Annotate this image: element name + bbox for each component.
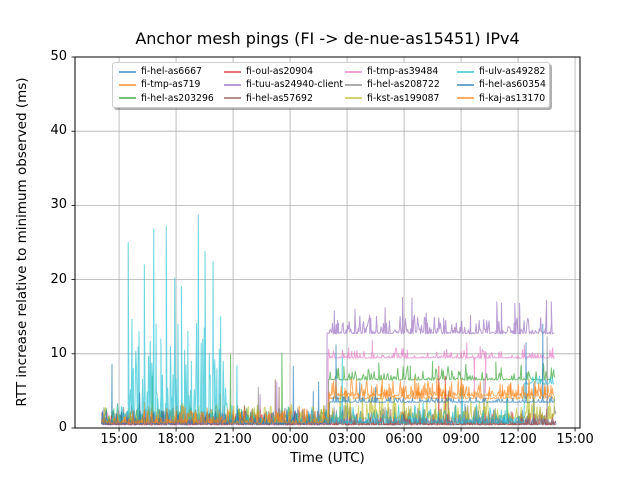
x-tick-label: 12:00: [499, 432, 537, 447]
legend-label: fi-hel-as208722: [367, 79, 440, 91]
legend-item: fi-hel-as208722: [345, 78, 457, 91]
series-line-fi-kst-as199087: [101, 393, 555, 424]
series-line-fi-kaj-as13170: [101, 377, 555, 424]
y-tick-label: 30: [50, 197, 67, 213]
legend-item: fi-kst-as199087: [345, 92, 457, 105]
legend-swatch-line: [119, 83, 136, 86]
legend-label: fi-tmp-as719: [141, 79, 201, 91]
chart-title: Anchor mesh pings (FI -> de-nue-as15451)…: [135, 29, 520, 48]
x-tick-label: 09:00: [442, 432, 480, 447]
legend-label: fi-tmp-as39484: [367, 66, 439, 78]
x-tick-label: 15:00: [556, 432, 594, 447]
x-tick-label: 03:00: [328, 432, 366, 447]
legend: fi-hel-as6667 fi-tmp-as719 fi-hel-as203296…: [112, 62, 550, 108]
legend-label: fi-hel-as6667: [141, 66, 202, 78]
axes-frame: [74, 56, 581, 429]
legend-item: fi-hel-as60354: [457, 78, 547, 91]
legend-swatch-line: [345, 83, 362, 86]
legend-swatch-line: [119, 70, 136, 73]
legend-swatch-line: [224, 83, 241, 86]
legend-swatch-line: [345, 70, 362, 73]
legend-item: fi-kaj-as13170: [457, 92, 547, 105]
legend-label: fi-tuu-as24940-client: [246, 79, 343, 91]
legend-label: fi-kaj-as13170: [479, 92, 546, 104]
legend-label: fi-hel-as203296: [141, 92, 214, 104]
legend-label: fi-hel-as60354: [479, 79, 546, 91]
y-tick-label: 50: [50, 49, 67, 64]
legend-label: fi-kst-as199087: [367, 92, 440, 104]
legend-item: fi-tmp-as719: [119, 78, 224, 91]
legend-label: fi-ulv-as49282: [479, 66, 546, 78]
x-tick-label: 06:00: [385, 432, 423, 447]
y-tick-label: 0: [58, 420, 67, 435]
legend-item: fi-tuu-as24940-client: [224, 78, 345, 91]
x-tick-label: 15:00: [100, 432, 138, 447]
legend-swatch-line: [224, 70, 241, 73]
x-tick-label: 21:00: [214, 432, 252, 447]
series-line-fi-hel-as60354: [101, 323, 555, 425]
legend-items: fi-hel-as6667 fi-tmp-as719 fi-hel-as203296…: [119, 65, 549, 105]
legend-swatch-line: [457, 97, 474, 100]
legend-item: fi-hel-as57692: [224, 92, 345, 105]
legend-swatch-line: [457, 70, 474, 73]
legend-item: fi-hel-as203296: [119, 92, 224, 105]
x-tick-label: 00:00: [271, 432, 309, 447]
x-axis-label: Time (UTC): [290, 450, 365, 466]
y-tick-label: 40: [50, 123, 67, 139]
legend-label: fi-hel-as57692: [246, 92, 313, 104]
legend-swatch-line: [119, 97, 136, 100]
x-tick-label: 18:00: [157, 432, 195, 447]
y-tick-label: 10: [50, 345, 67, 361]
legend-swatch-line: [224, 97, 241, 100]
legend-item: fi-tmp-as39484: [345, 65, 457, 78]
legend-swatch-line: [457, 83, 474, 86]
legend-label: fi-oul-as20904: [246, 66, 314, 78]
legend-item: fi-hel-as6667: [119, 65, 224, 78]
legend-item: fi-oul-as20904: [224, 65, 345, 78]
legend-swatch-line: [345, 97, 362, 100]
y-tick-label: 20: [50, 271, 67, 287]
legend-item: fi-ulv-as49282: [457, 65, 547, 78]
